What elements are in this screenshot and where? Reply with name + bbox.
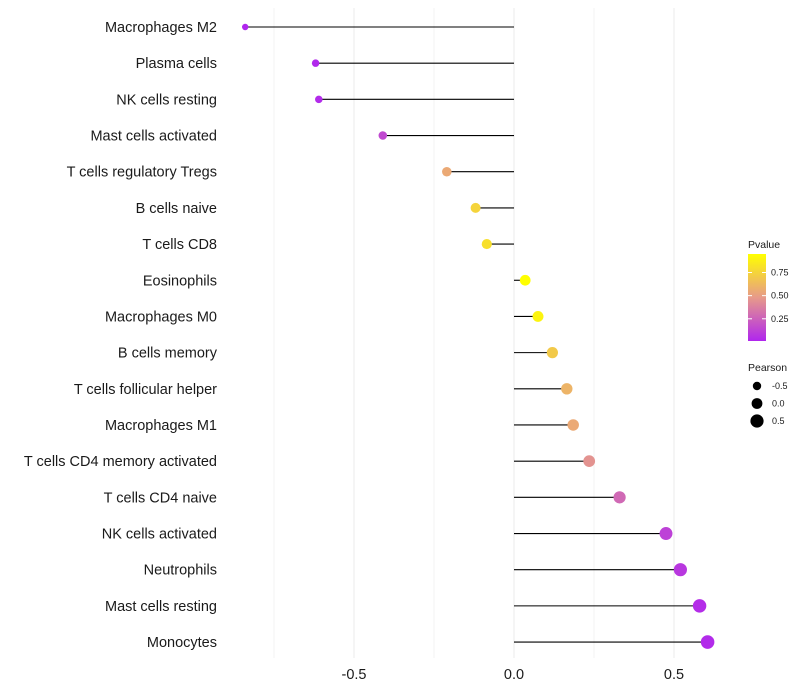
category-label: B cells memory — [118, 346, 218, 362]
category-labels: Macrophages M2 Plasma cells NK cells resti… — [24, 20, 218, 651]
colorbar-tick-label: 0.50 — [771, 291, 789, 301]
x-tick-label: 0.0 — [504, 667, 524, 683]
category-label: Macrophages M1 — [105, 418, 217, 434]
category-label: Plasma cells — [136, 56, 217, 72]
data-point — [481, 239, 492, 250]
pvalue-legend: Pvalue 0.25 0.50 0.75 — [748, 239, 789, 341]
category-label: T cells CD8 — [142, 237, 217, 253]
pvalue-colorbar — [748, 254, 766, 341]
category-label: Monocytes — [147, 635, 217, 651]
category-label: B cells naive — [136, 201, 217, 217]
category-label: Eosinophils — [143, 273, 217, 289]
category-label: NK cells activated — [102, 527, 217, 543]
size-legend-label: 0.5 — [772, 416, 785, 426]
size-legend-label: 0.0 — [772, 399, 785, 409]
data-point — [242, 23, 249, 31]
colorbar-tick-label: 0.75 — [771, 268, 789, 278]
category-label: T cells CD4 naive — [104, 490, 217, 506]
colorbar-tick-label: 0.25 — [771, 314, 789, 324]
x-axis-ticks: -0.5 0.0 0.5 — [342, 667, 685, 683]
data-point — [692, 599, 707, 613]
size-legend-dot — [750, 414, 764, 428]
data-point — [546, 347, 558, 359]
data-point — [613, 491, 626, 504]
data-point — [561, 383, 573, 395]
data-point — [532, 310, 544, 322]
data-point — [673, 563, 687, 577]
category-label: Neutrophils — [144, 563, 217, 579]
pearson-legend: Pearson -0.5 0.0 0.5 — [748, 362, 788, 428]
size-legend-label: -0.5 — [772, 381, 788, 391]
data-point — [442, 166, 452, 177]
data-point — [567, 419, 579, 431]
pvalue-legend-title: Pvalue — [748, 239, 780, 251]
size-legend-dot — [752, 381, 762, 391]
x-tick-label: 0.5 — [664, 667, 684, 683]
data-point — [659, 527, 673, 540]
grid-lines — [273, 8, 675, 658]
pearson-legend-title: Pearson — [748, 362, 787, 374]
category-label: Macrophages M2 — [105, 20, 217, 36]
data-point — [583, 455, 596, 468]
category-label: T cells CD4 memory activated — [24, 454, 217, 470]
data-point — [700, 635, 715, 649]
category-label: T cells follicular helper — [74, 382, 217, 398]
data-point — [311, 59, 320, 67]
x-tick-label: -0.5 — [342, 667, 367, 683]
stems — [245, 26, 708, 643]
data-point — [519, 274, 531, 286]
category-label: Mast cells resting — [105, 599, 217, 615]
category-label: Mast cells activated — [90, 129, 217, 145]
category-label: NK cells resting — [116, 92, 217, 108]
data-point — [315, 95, 323, 104]
category-label: T cells regulatory Tregs — [67, 165, 217, 181]
category-label: Macrophages M0 — [105, 309, 217, 325]
data-point — [378, 131, 388, 140]
size-legend-dot — [751, 398, 763, 409]
data-point — [470, 202, 481, 213]
points — [242, 23, 715, 649]
